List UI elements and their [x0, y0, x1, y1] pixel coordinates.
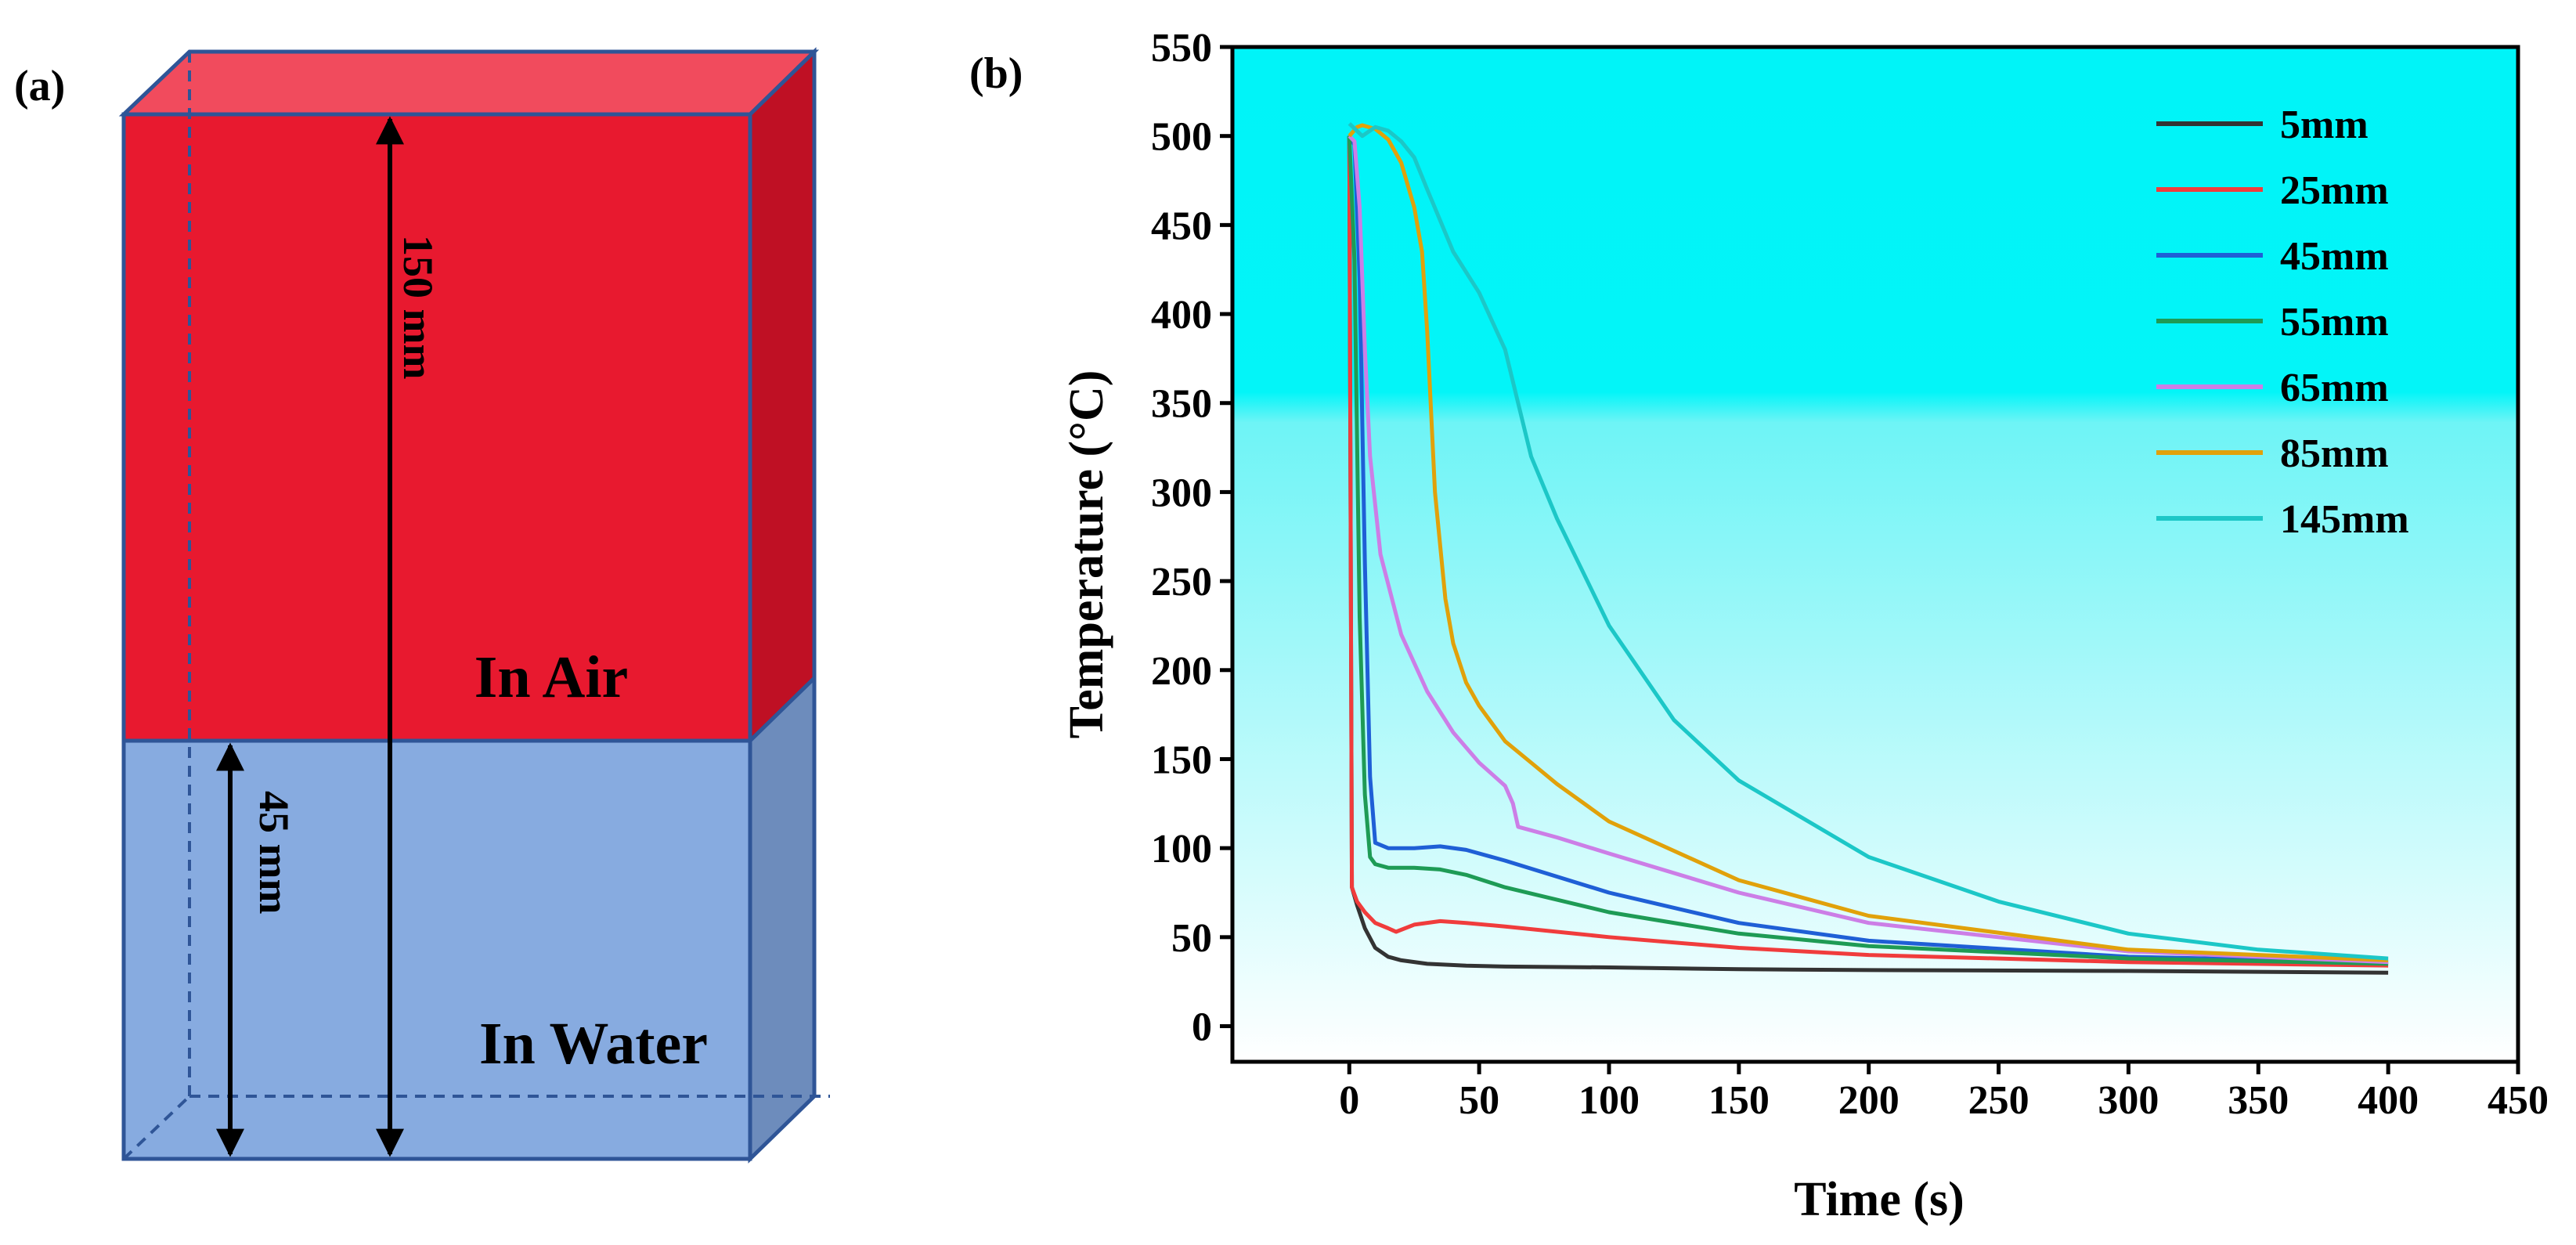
air-side-face	[748, 47, 817, 745]
panel-b-label: (b)	[969, 49, 1023, 98]
legend: 5mm 25mm 45mm 55mm 65mm 85mm 145mm	[2156, 103, 2409, 542]
panel-a-label: (a)	[14, 62, 65, 110]
series-line-5mm	[1347, 135, 2389, 975]
series-line-55mm	[1347, 135, 2389, 966]
x-tick-label: 250	[1968, 1078, 2029, 1123]
x-axis-ticks: 0 50 100 150 200 250 300 350 400 450	[1339, 1062, 2549, 1123]
y-tick-label: 350	[1151, 382, 1212, 427]
y-tick-label: 450	[1151, 204, 1212, 248]
air-top-face	[118, 49, 820, 117]
y-axis-title: Temperature (°C)	[1060, 370, 1113, 739]
y-axis-ticks: 0 50 100 150 200 250 300 350 400 450 500 550	[1151, 26, 1232, 1050]
y-tick-label: 0	[1192, 1005, 1212, 1050]
panel-a: (a) 150 mm 45 mm In Air In Water	[14, 47, 830, 1164]
y-tick-label: 550	[1151, 26, 1212, 70]
x-tick-label: 350	[2228, 1078, 2289, 1123]
y-tick-label: 250	[1151, 560, 1212, 604]
series-line-45mm	[1348, 135, 2389, 965]
legend-label-55mm: 55mm	[2280, 300, 2389, 345]
hidden-edges	[122, 52, 830, 1160]
series-line-145mm	[1348, 121, 2389, 961]
y-tick-label: 200	[1151, 649, 1212, 694]
water-label: In Water	[479, 1011, 708, 1077]
y-tick-label: 100	[1151, 827, 1212, 872]
series-line-25mm	[1347, 135, 2389, 968]
x-tick-label: 150	[1708, 1078, 1770, 1123]
x-axis-title: Time (s)	[1794, 1173, 1964, 1226]
series-line-65mm	[1348, 134, 2389, 965]
water-side-face	[748, 673, 817, 1164]
y-tick-label: 500	[1151, 115, 1212, 160]
water-height-label: 45 mm	[251, 791, 298, 914]
legend-label-5mm: 5mm	[2280, 103, 2369, 147]
y-tick-label: 400	[1151, 293, 1212, 337]
legend-label-145mm: 145mm	[2280, 497, 2409, 542]
x-tick-label: 300	[2098, 1078, 2159, 1123]
y-tick-label: 150	[1151, 738, 1212, 782]
legend-label-65mm: 65mm	[2280, 366, 2389, 410]
legend-label-45mm: 45mm	[2280, 234, 2389, 279]
panel-b: (b) 0 50 100 150 200 250 300 350 400 450 0 50 100 15…	[969, 26, 2549, 1226]
x-tick-label: 200	[1838, 1078, 1900, 1123]
x-tick-label: 50	[1459, 1078, 1499, 1123]
x-tick-label: 400	[2358, 1078, 2419, 1123]
y-tick-label: 50	[1171, 916, 1212, 961]
legend-label-25mm: 25mm	[2280, 168, 2389, 213]
air-front-face	[121, 112, 752, 743]
x-tick-label: 0	[1339, 1078, 1359, 1123]
series-line-85mm	[1348, 123, 2389, 962]
x-tick-label: 100	[1578, 1078, 1640, 1123]
total-height-label: 150 mm	[395, 235, 442, 379]
series-layer	[1347, 121, 2389, 975]
plot-background	[1232, 47, 2518, 1062]
air-label: In Air	[474, 644, 628, 710]
plot-frame	[1230, 45, 2520, 1064]
legend-label-85mm: 85mm	[2280, 431, 2389, 476]
y-tick-label: 300	[1151, 471, 1212, 515]
x-tick-label: 450	[2488, 1078, 2549, 1123]
